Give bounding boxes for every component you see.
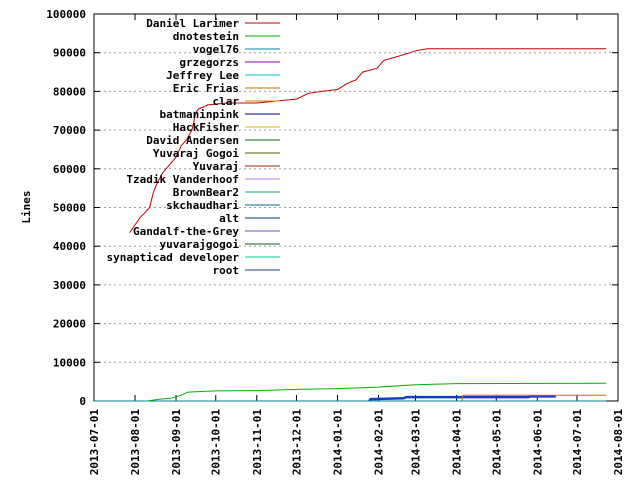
y-axis-ticks: 0 10000 20000 30000 40000 50000 60000 70000 8000… — [46, 8, 618, 408]
legend-label: root — [213, 264, 240, 277]
y-axis-label: Lines — [20, 190, 33, 223]
legend-label: Eric Frias — [173, 82, 239, 95]
y-tick-label: 60000 — [53, 163, 86, 176]
legend-label: dnotestein — [173, 30, 239, 43]
x-tick-label: 2014-04-01 — [451, 409, 464, 476]
x-tick-label: 2013-11-01 — [251, 409, 264, 476]
legend-label: David Andersen — [146, 134, 239, 147]
series-line — [129, 48, 607, 233]
x-tick-label: 2014-05-01 — [490, 409, 503, 476]
legend-label: clar — [213, 95, 240, 108]
series-line — [146, 382, 607, 402]
y-tick-label: 10000 — [53, 356, 86, 369]
legend-label: alt — [219, 212, 239, 225]
x-tick-label: 2014-08-01 — [612, 409, 625, 476]
y-tick-label: 40000 — [53, 240, 86, 253]
y-tick-label: 0 — [79, 395, 86, 408]
series-lines — [94, 48, 607, 402]
legend: Daniel Larimerdnotesteinvogel76grzegorzs… — [107, 17, 280, 277]
legend-label: synapticad developer — [107, 251, 240, 264]
y-tick-label: 20000 — [53, 318, 86, 331]
grid-lines — [94, 52, 618, 363]
x-tick-label: 2014-01-01 — [331, 409, 344, 476]
legend-label: skchaudhari — [166, 199, 239, 212]
x-tick-label: 2014-07-01 — [571, 409, 584, 476]
legend-label: yuvarajgogoi — [160, 238, 240, 251]
y-tick-label: 100000 — [46, 8, 86, 21]
legend-label: HackFisher — [173, 121, 240, 134]
x-tick-label: 2013-08-01 — [129, 409, 142, 476]
x-tick-label: 2013-12-01 — [290, 409, 303, 476]
y-tick-label: 50000 — [53, 202, 86, 215]
legend-label: vogel76 — [193, 43, 240, 56]
legend-label: Yuvaraj Gogoi — [153, 147, 239, 160]
legend-label: grzegorzs — [179, 56, 239, 69]
series-line — [461, 394, 607, 402]
y-tick-label: 30000 — [53, 279, 86, 292]
legend-label: Tzadik Vanderhoof — [126, 173, 239, 186]
series-line — [368, 395, 556, 402]
legend-label: Gandalf-the-Grey — [133, 225, 239, 238]
legend-label: BrownBear2 — [173, 186, 239, 199]
x-tick-label: 2013-09-01 — [170, 409, 183, 476]
y-tick-label: 90000 — [53, 47, 86, 60]
legend-label: Daniel Larimer — [146, 17, 239, 30]
legend-label: Jeffrey Lee — [166, 69, 239, 82]
x-tick-label: 2013-10-01 — [210, 409, 223, 476]
x-axis-ticks: 2013-07-01 2013-08-01 2013-09-01 2013-10-01… — [88, 14, 625, 475]
x-tick-label: 2014-06-01 — [531, 409, 544, 476]
x-tick-label: 2014-02-01 — [372, 409, 385, 476]
legend-label: batmaninpink — [160, 108, 240, 121]
y-tick-label: 70000 — [53, 124, 86, 137]
y-tick-label: 80000 — [53, 85, 86, 98]
legend-label: Yuvaraj — [193, 160, 239, 173]
x-tick-label: 2014-03-01 — [410, 409, 423, 476]
x-tick-label: 2013-07-01 — [88, 409, 101, 476]
